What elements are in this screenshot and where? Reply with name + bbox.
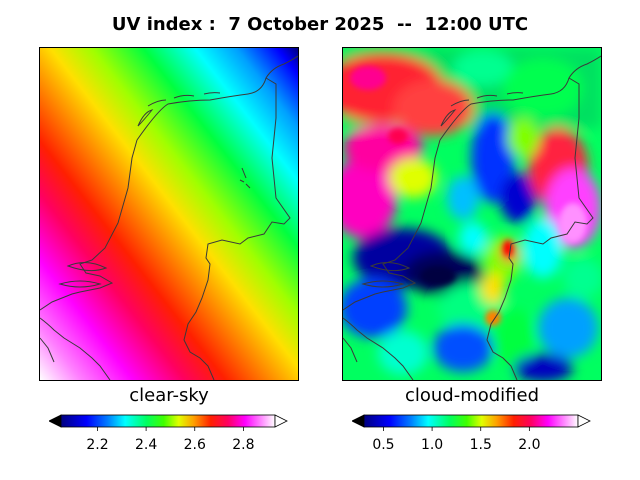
colorbar-tick-label: 0.5 (372, 437, 394, 453)
clear-sky-colorbar: 2.2 2.4 2.6 2.8 (49, 414, 288, 453)
colorbar-max-extend (577, 414, 591, 428)
colorbar-min-extend (352, 414, 365, 428)
colorbar-min-extend (49, 414, 62, 428)
colorbar-gradient (60, 414, 276, 428)
colorbar-tick-label: 1.5 (470, 437, 492, 453)
clear-sky-uv-field (40, 48, 298, 380)
colorbar-tick-label: 2.8 (232, 437, 254, 453)
colorbar-tick-label: 2.0 (518, 437, 540, 453)
colorbar-gradient (363, 414, 579, 428)
clear-sky-label: clear-sky (129, 385, 209, 406)
coastline-outline (343, 55, 601, 380)
colorbar-tick-label: 1.0 (421, 437, 443, 453)
cloud-modified-label: cloud-modified (404, 385, 540, 406)
colorbar-max-extend (274, 414, 288, 428)
colorbar-tick-label: 2.4 (135, 437, 157, 453)
figure-title: UV index : 7 October 2025 -- 12:00 UTC (111, 14, 529, 35)
coastline-outline (40, 55, 298, 380)
cloud-modified-map (343, 48, 601, 380)
cloud-modified-colorbar: 0.5 1.0 1.5 2.0 (352, 414, 591, 453)
cloud-modified-map-panel (342, 47, 602, 381)
clear-sky-map (40, 48, 298, 380)
cloud-field-blobs (343, 48, 601, 380)
clear-sky-map-panel (39, 47, 299, 381)
colorbar-tick-label: 2.2 (86, 437, 108, 453)
cloud-field-detail (350, 66, 587, 326)
colorbar-tick-label: 2.6 (184, 437, 206, 453)
